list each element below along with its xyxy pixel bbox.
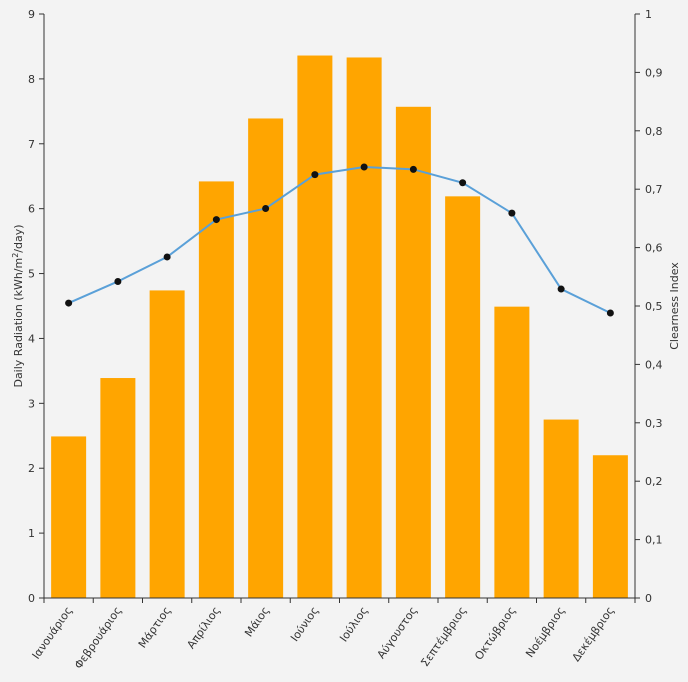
y-right-tick-label: 0,6 [645, 242, 663, 255]
y-left-tick: 8 [28, 73, 44, 86]
clearness-index-point [606, 309, 614, 317]
clearness-index-point [311, 171, 319, 179]
radiation-bar [346, 57, 382, 599]
y-left-tick-label: 6 [28, 203, 35, 216]
clearness-index-point [459, 179, 467, 187]
y-right-tick: 0,2 [635, 475, 663, 488]
y-right-tick: 0,4 [635, 358, 663, 371]
radiation-bar [445, 196, 481, 598]
y-right-tick: 0,7 [635, 183, 663, 196]
y-right-tick-label: 0,8 [645, 125, 663, 138]
radiation-bar [592, 455, 628, 598]
y-right-tick: 0,9 [635, 66, 663, 79]
y-right-tick: 1 [635, 8, 652, 21]
clearness-index-point [508, 209, 516, 217]
y-left-tick-label: 8 [28, 73, 35, 86]
radiation-bars [51, 55, 628, 599]
y-right-tick: 0,5 [635, 300, 663, 313]
y-left-tick-label: 5 [28, 268, 35, 281]
y-left-tick: 1 [28, 527, 44, 540]
clearness-index-line [65, 163, 614, 317]
y-right-axis-title: Clearness Index [668, 262, 681, 350]
y-left-tick-label: 0 [28, 592, 35, 605]
y-right-tick-label: 0,7 [645, 183, 663, 196]
y-right-tick: 0,3 [635, 417, 663, 430]
clearness-index-point [409, 165, 417, 173]
radiation-bar [494, 306, 530, 598]
clearness-index-polyline [68, 166, 611, 314]
y-right-tick: 0,8 [635, 125, 663, 138]
y-left-tick: 7 [28, 138, 44, 151]
radiation-bar [198, 181, 234, 598]
y-right-tick-label: 0,9 [645, 66, 663, 79]
y-left-tick-label: 2 [28, 462, 35, 475]
y-right-tick: 0 [635, 592, 652, 605]
y-left-tick: 2 [28, 462, 44, 475]
y-left-tick: 5 [28, 268, 44, 281]
radiation-bar [395, 106, 431, 598]
y-right-tick-label: 0,5 [645, 300, 663, 313]
clearness-index-point [212, 216, 220, 224]
clearness-index-point [262, 204, 270, 212]
radiation-bar [51, 436, 87, 598]
clearness-index-point [114, 277, 122, 285]
radiation-bar [543, 419, 579, 598]
radiation-bar [100, 378, 136, 598]
y-right-tick-label: 0,1 [645, 534, 663, 547]
y-left-axis-title: Daily Radiation (kWh/m2/day) [11, 224, 25, 387]
y-left-tick: 3 [28, 397, 44, 410]
y-left-tick-label: 9 [28, 8, 35, 21]
y-left-tick: 4 [28, 332, 44, 345]
y-left-tick: 9 [28, 8, 44, 21]
y-right-tick-label: 1 [645, 8, 652, 21]
y-left-tick: 0 [28, 592, 44, 605]
y-right-tick-label: 0,2 [645, 475, 663, 488]
radiation-bar [297, 55, 333, 598]
clearness-index-point [360, 163, 368, 171]
y-right-tick-label: 0,4 [645, 358, 663, 371]
y-left-tick-label: 3 [28, 397, 35, 410]
radiation-bar [149, 290, 185, 598]
clearness-index-point [65, 299, 73, 307]
y-right-tick-label: 0 [645, 592, 652, 605]
y-left-tick-label: 4 [28, 332, 35, 345]
y-left-tick-label: 1 [28, 527, 35, 540]
radiation-bar [248, 118, 284, 598]
y-left-tick-label: 7 [28, 138, 35, 151]
y-right-tick: 0,6 [635, 242, 663, 255]
y-right-tick: 0,1 [635, 534, 663, 547]
clearness-index-point [557, 285, 565, 293]
y-right-tick-label: 0,3 [645, 417, 663, 430]
y-left-tick: 6 [28, 203, 44, 216]
clearness-index-point [163, 253, 171, 261]
